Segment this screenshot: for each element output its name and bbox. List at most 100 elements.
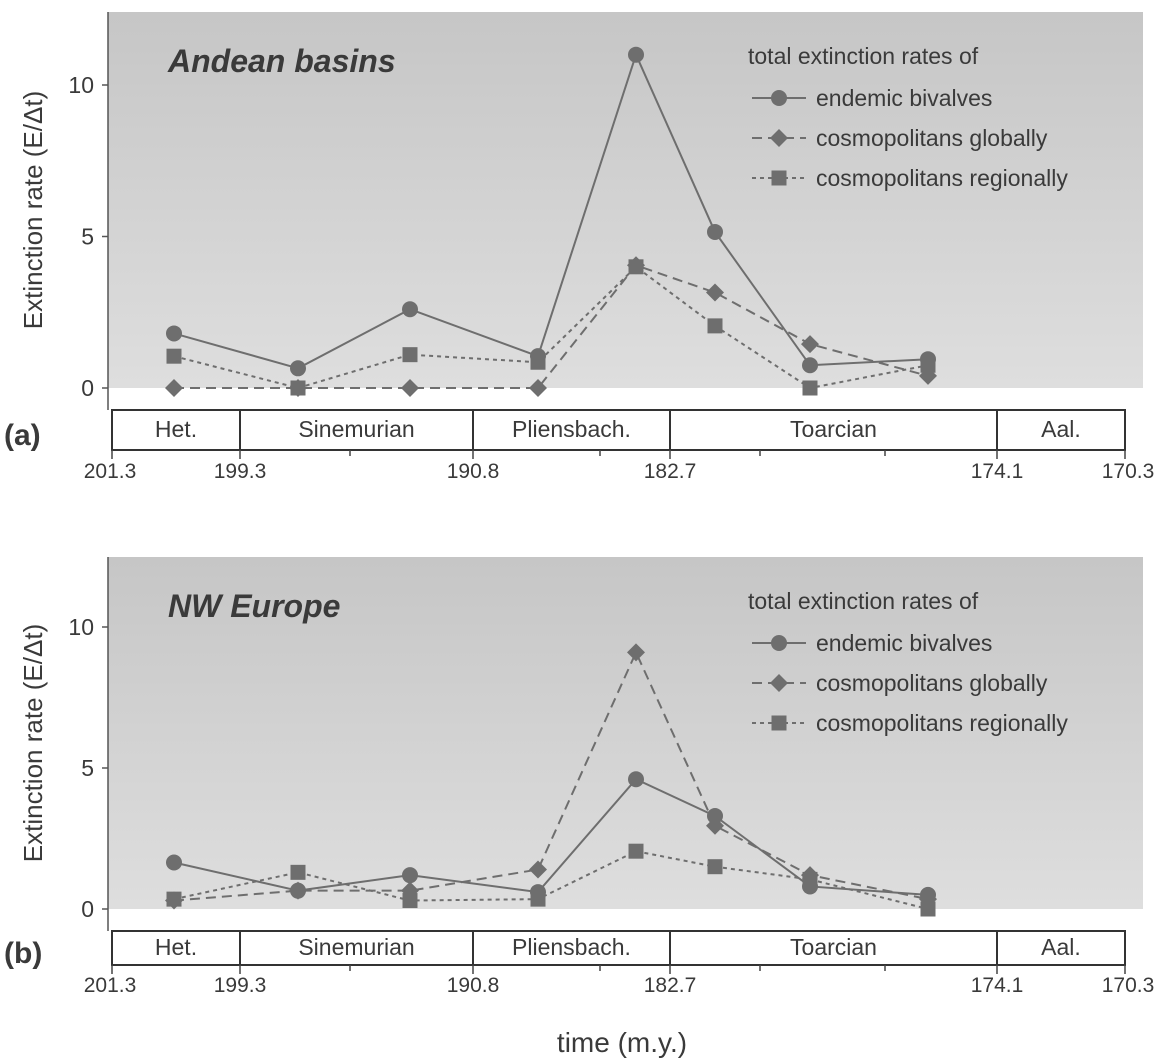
legend: total extinction rates of endemic bivalve… <box>748 43 1068 191</box>
data-point <box>290 360 306 377</box>
y-tick-label: 0 <box>81 896 94 922</box>
series-circle <box>166 46 936 377</box>
y-tick-label: 5 <box>81 755 94 781</box>
data-point <box>529 860 547 879</box>
data-point <box>529 379 547 397</box>
panel-a: 0 5 10 Extinction rate (E/Δt) Andean basins H… <box>4 12 1154 483</box>
legend-label: cosmopolitans globally <box>816 670 1048 696</box>
data-point <box>920 357 936 373</box>
data-point <box>802 357 818 374</box>
series-line <box>173 51 929 370</box>
y-tick-label: 5 <box>81 224 94 250</box>
data-point <box>530 354 546 370</box>
legend: total extinction rates of endemic bivalve… <box>748 588 1068 736</box>
series-line <box>173 850 929 910</box>
stage-label: Pliensbach. <box>512 416 631 442</box>
legend-marker <box>771 90 787 106</box>
data-point <box>920 901 936 917</box>
data-point <box>289 881 307 900</box>
data-point <box>628 843 644 859</box>
data-point <box>627 643 645 662</box>
legend-marker <box>770 129 788 147</box>
x-tick-label: 199.3 <box>214 974 267 997</box>
data-point <box>401 379 419 397</box>
series-line <box>173 649 929 902</box>
stage-band <box>111 930 1126 966</box>
stage-band <box>111 409 1126 451</box>
data-point <box>628 771 644 788</box>
legend-title: total extinction rates of <box>748 43 979 69</box>
x-tick-label: 182.7 <box>644 460 697 483</box>
stage-label: Aal. <box>1041 416 1081 442</box>
data-point <box>166 854 182 871</box>
x-tick-label: 199.3 <box>214 460 267 483</box>
data-point <box>290 380 306 396</box>
data-point <box>706 816 724 835</box>
data-point <box>530 891 546 907</box>
stage-label: Toarcian <box>790 416 877 442</box>
data-point <box>706 283 724 302</box>
series-square <box>166 843 936 917</box>
plot-background <box>108 12 1143 388</box>
data-point <box>402 301 418 318</box>
data-point <box>707 318 723 334</box>
data-point <box>402 893 418 909</box>
legend-title: total extinction rates of <box>748 588 979 614</box>
series-line <box>173 265 929 390</box>
legend-marker <box>770 674 788 692</box>
legend-label: cosmopolitans regionally <box>816 165 1068 191</box>
data-point <box>166 348 182 364</box>
stage-label: Toarcian <box>790 934 877 960</box>
data-point <box>165 379 183 397</box>
stage-label: Sinemurian <box>298 934 414 960</box>
x-tick-label: 170.3 <box>1102 974 1155 997</box>
stage-label: Het. <box>155 416 197 442</box>
stage-label: Het. <box>155 934 197 960</box>
panel-label: (b) <box>4 937 42 970</box>
x-tick-label: 174.1 <box>971 460 1024 483</box>
y-tick-label: 10 <box>68 72 94 98</box>
plot-background <box>108 557 1143 909</box>
data-point <box>707 859 723 875</box>
legend-label: endemic bivalves <box>816 630 992 656</box>
data-point <box>402 347 418 363</box>
data-point <box>707 807 723 824</box>
y-axis-title: Extinction rate (E/Δt) <box>18 624 48 862</box>
x-tick-label: 174.1 <box>971 974 1024 997</box>
x-tick-label: 201.3 <box>84 460 137 483</box>
data-point <box>802 871 818 887</box>
y-axis-title: Extinction rate (E/Δt) <box>18 91 48 329</box>
data-point <box>628 259 644 275</box>
series-line <box>173 778 929 896</box>
legend-label: endemic bivalves <box>816 85 992 111</box>
stage-label: Sinemurian <box>298 416 414 442</box>
legend-label: cosmopolitans regionally <box>816 710 1068 736</box>
stage-label: Pliensbach. <box>512 934 631 960</box>
legend-marker <box>771 715 787 731</box>
data-point <box>402 867 418 884</box>
panel-b: 0 5 10 Extinction rate (E/Δt) NW Europe Het. S… <box>4 557 1154 997</box>
legend-marker <box>771 170 787 186</box>
panel-title: NW Europe <box>168 588 340 624</box>
panel-label: (a) <box>4 419 41 452</box>
data-point <box>801 335 819 354</box>
data-point <box>166 325 182 342</box>
x-tick-label: 170.3 <box>1102 460 1155 483</box>
x-tick-label: 190.8 <box>447 460 500 483</box>
panel-title: Andean basins <box>167 43 396 79</box>
data-point <box>290 864 306 880</box>
data-point <box>628 46 644 63</box>
y-tick-label: 0 <box>81 375 94 401</box>
data-point <box>166 891 182 907</box>
legend-marker <box>771 635 787 651</box>
x-tick-label: 182.7 <box>644 974 697 997</box>
stage-label: Aal. <box>1041 934 1081 960</box>
x-tick-label: 190.8 <box>447 974 500 997</box>
x-axis-title: time (m.y.) <box>557 1027 687 1058</box>
legend-label: cosmopolitans globally <box>816 125 1048 151</box>
x-tick-label: 201.3 <box>84 974 137 997</box>
series-line <box>174 264 929 389</box>
y-tick-label: 10 <box>68 614 94 640</box>
series-square <box>166 259 936 396</box>
